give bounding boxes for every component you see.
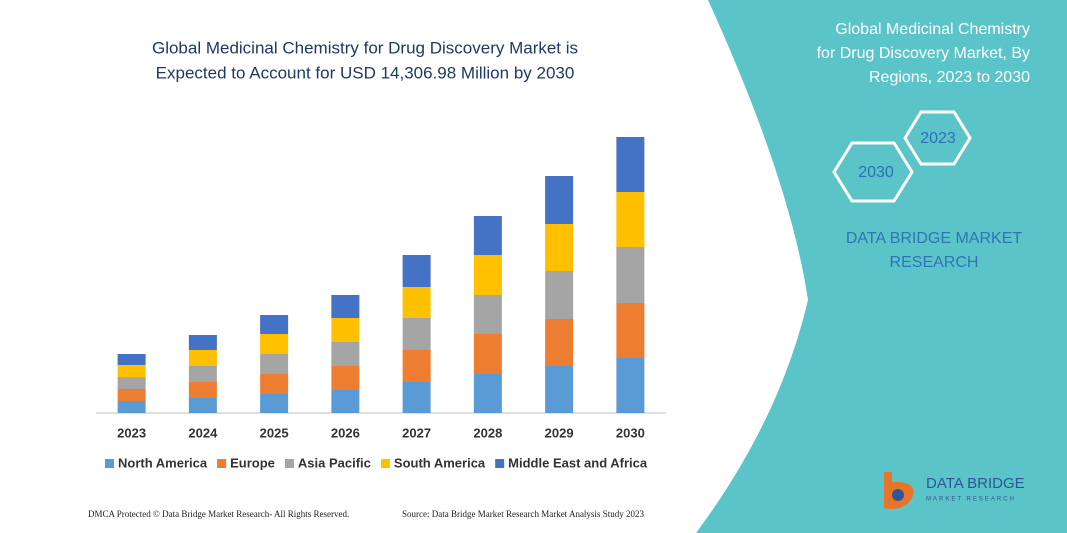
bar-segment: [473, 216, 502, 255]
bar-segment: [260, 394, 289, 413]
x-tick-label: 2030: [616, 425, 645, 440]
legend-swatch: [380, 459, 390, 468]
bar-segment: [260, 315, 289, 334]
bar-segment: [117, 389, 146, 401]
hex-label: 2030: [858, 164, 894, 181]
panel-title-line: Regions, 2023 to 2030: [869, 69, 1030, 86]
legend-swatch: [217, 459, 227, 468]
x-tick-label: 2024: [188, 425, 218, 440]
bar-segment: [331, 318, 360, 342]
bar-segment: [545, 319, 574, 366]
x-tick-label: 2028: [473, 425, 502, 440]
hexagons: [832, 110, 972, 203]
chart-title: Expected to Account for USD 14,306.98 Mi…: [156, 63, 575, 82]
bar-segment: [545, 176, 574, 224]
brand-line: DATA BRIDGE MARKET: [846, 230, 1023, 247]
bar-segment: [402, 350, 431, 382]
bar-segment: [188, 350, 217, 366]
legend-label: North America: [118, 455, 208, 470]
legend-label: Asia Pacific: [298, 455, 371, 470]
bar-segment: [188, 382, 217, 398]
panel-title-line: Global Medicinal Chemistry: [835, 21, 1030, 38]
bar-segment: [473, 334, 502, 374]
bar-segment: [260, 374, 289, 394]
logo-subtext: MARKET RESEARCH: [926, 497, 1016, 503]
bar-segment: [331, 390, 360, 413]
footer-right: Source: Data Bridge Market Research Mark…: [402, 509, 644, 519]
legend-label: Europe: [230, 455, 275, 470]
bar-segment: [545, 366, 574, 413]
bar-segment: [402, 382, 431, 413]
panel-title-line: for Drug Discovery Market, By: [817, 45, 1030, 62]
logo-text: DATA BRIDGE: [926, 475, 1025, 492]
bar-segment: [473, 374, 502, 413]
bar-segment: [473, 295, 502, 334]
bar-segment: [616, 303, 645, 358]
legend-label: Middle East and Africa: [508, 455, 648, 470]
x-tick-label: 2023: [117, 425, 146, 440]
bar-segment: [331, 366, 360, 390]
bar-segment: [616, 247, 645, 303]
side-panel: [696, 0, 1067, 533]
bar-segment: [473, 255, 502, 295]
legend-label: South America: [394, 455, 486, 470]
bar-segment: [331, 342, 360, 366]
bar-segment: [616, 358, 645, 413]
footer-left: DMCA Protected © Data Bridge Market Rese…: [88, 509, 349, 519]
legend-swatch: [284, 459, 294, 468]
bar-segment: [117, 354, 146, 365]
bar-segment: [545, 271, 574, 319]
bar-segment: [188, 398, 217, 413]
bar-segment: [545, 224, 574, 271]
x-tick-label: 2029: [545, 425, 574, 440]
legend-swatch: [105, 459, 114, 468]
bar-segment: [117, 377, 146, 389]
bar-segment: [188, 335, 217, 350]
chart-title: Global Medicinal Chemistry for Drug Disc…: [152, 38, 578, 57]
x-tick-label: 2025: [260, 425, 289, 440]
x-tick-label: 2027: [402, 425, 431, 440]
logo-icon: [884, 472, 914, 509]
bar-segment: [402, 287, 431, 318]
bar-segment: [117, 401, 146, 413]
x-tick-label: 2026: [331, 425, 360, 440]
legend-swatch: [495, 459, 505, 468]
bar-segment: [260, 334, 289, 354]
bar-segment: [260, 354, 289, 374]
hex-label: 2023: [920, 130, 956, 147]
bar-segment: [616, 137, 645, 192]
brand-line: RESEARCH: [890, 254, 979, 271]
bar-segment: [616, 192, 645, 247]
bar-segment: [188, 366, 217, 382]
bar-segment: [402, 318, 431, 350]
panel-title: Global Medicinal Chemistry for Drug Disc…: [817, 21, 1030, 86]
bar-segment: [117, 365, 146, 377]
bar-segment: [331, 295, 360, 318]
bar-segment: [402, 255, 431, 287]
